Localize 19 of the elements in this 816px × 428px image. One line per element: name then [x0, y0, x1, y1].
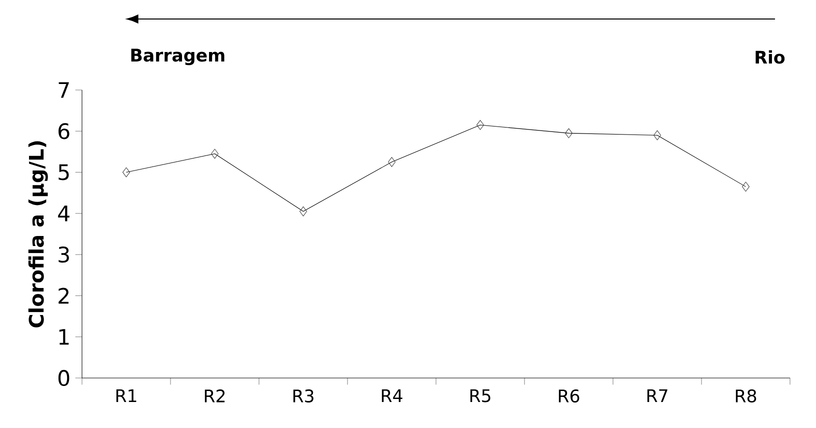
y-tick-label: 0 — [58, 370, 70, 386]
y-tick-label: 4 — [58, 206, 70, 222]
y-tick-label: 3 — [58, 246, 69, 263]
x-tick-label: R1 — [116, 389, 136, 402]
y-tick-label: 7 — [58, 82, 69, 98]
y-tick-label: 5 — [58, 164, 69, 180]
x-tick-label: R8 — [736, 389, 756, 402]
text: Barragem — [131, 48, 224, 66]
x-tick-label: R6 — [558, 389, 580, 402]
text: Rio — [756, 50, 785, 64]
x-tick-label: R4 — [382, 389, 402, 402]
x-tick-label: R7 — [647, 389, 668, 402]
y-tick-label: 1 — [59, 329, 69, 345]
y-tick-label: 6 — [58, 123, 70, 140]
x-tick-label: R3 — [293, 389, 314, 402]
y-tick-label: 2 — [58, 288, 68, 304]
x-tick-label: R5 — [470, 389, 490, 402]
y-axis-title: Clorofila a (µg/L) — [28, 141, 48, 328]
x-tick-label: R2 — [204, 389, 225, 402]
